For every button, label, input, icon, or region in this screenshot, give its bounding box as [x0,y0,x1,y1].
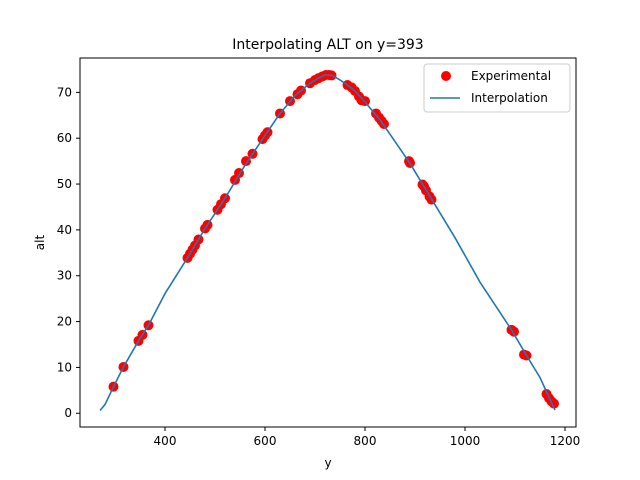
legend: Experimental Interpolation [423,63,571,113]
x-axis-label: y [324,456,331,470]
axes-frame [79,57,577,428]
y-tick-label: 20 [57,315,72,329]
y-axis-label: alt [33,235,47,251]
legend-label-experimental: Experimental [471,69,551,83]
y-tick-label: 50 [57,177,72,191]
y-tick-label: 30 [57,269,72,283]
y-tick-label: 70 [57,85,72,99]
y-tick-label: 0 [64,406,72,420]
x-tick-label: 1000 [450,434,481,448]
y-tick-label: 40 [57,223,72,237]
x-tick-label: 1200 [550,434,581,448]
legend-label-interpolation: Interpolation [471,91,548,105]
x-tick-label: 600 [254,434,277,448]
x-axis: 400 600 800 1000 1200 [154,427,581,448]
interpolation-line [99,74,556,412]
chart-title: Interpolating ALT on y=393 [232,37,423,53]
legend-marker-experimental [441,71,451,81]
plot-area [99,69,559,412]
x-tick-label: 400 [154,434,177,448]
legend-box [423,63,571,113]
y-axis: 0 10 20 30 40 50 60 70 [57,85,80,420]
x-tick-label: 800 [354,434,377,448]
y-tick-label: 10 [57,360,72,374]
y-tick-label: 60 [57,131,72,145]
